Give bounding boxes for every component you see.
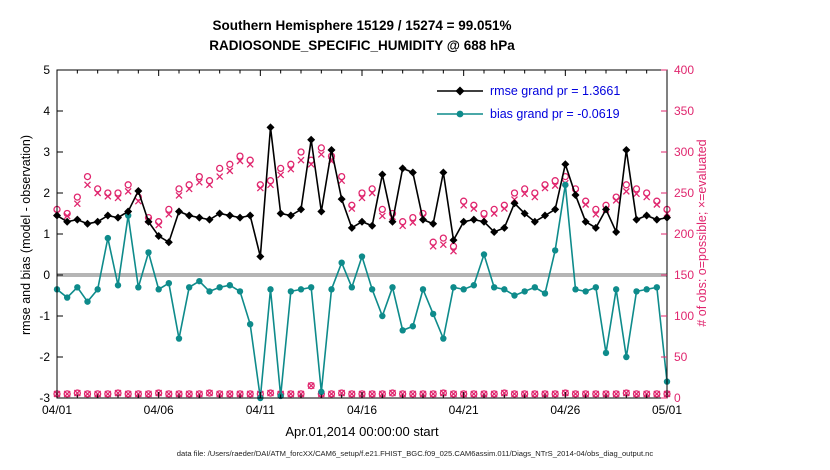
svg-text:2: 2 — [43, 186, 50, 200]
x-axis-label: Apr.01,2014 00:00:00 start — [285, 424, 439, 439]
svg-text:04/26: 04/26 — [550, 403, 580, 417]
svg-text:0: 0 — [674, 391, 681, 405]
svg-text:-3: -3 — [39, 391, 50, 405]
svg-text:350: 350 — [674, 104, 694, 118]
svg-text:-2: -2 — [39, 350, 50, 364]
svg-text:4: 4 — [43, 104, 50, 118]
svg-text:04/21: 04/21 — [449, 403, 479, 417]
legend-label-bias: bias grand pr = -0.0619 — [490, 106, 620, 121]
svg-text:400: 400 — [674, 63, 694, 77]
svg-text:5: 5 — [43, 63, 50, 77]
svg-text:-1: -1 — [39, 309, 50, 323]
chart-title: Southern Hemisphere 15129 / 15274 = 99.0… — [212, 18, 512, 33]
svg-text:50: 50 — [674, 350, 688, 364]
left-axis-label: rmse and bias (model - observation) — [19, 134, 33, 336]
svg-text:05/01: 05/01 — [652, 403, 682, 417]
legend-label-rmse: rmse grand pr = 1.3661 — [490, 83, 621, 98]
chart-subtitle: RADIOSONDE_SPECIFIC_HUMIDITY @ 688 hPa — [209, 38, 515, 53]
svg-text:1: 1 — [43, 227, 50, 241]
legend-sample-bias — [437, 110, 483, 117]
svg-text:100: 100 — [674, 309, 694, 323]
legend-item-bias: bias grand pr = -0.0619 — [437, 102, 620, 125]
svg-text:300: 300 — [674, 145, 694, 159]
legend-item-rmse: rmse grand pr = 1.3661 — [437, 79, 620, 102]
data-file-caption: data file: /Users/raeder/DAI/ATM_forcXX/… — [176, 449, 654, 458]
svg-text:04/06: 04/06 — [144, 403, 174, 417]
svg-text:04/01: 04/01 — [42, 403, 72, 417]
legend-sample-rmse — [437, 86, 483, 95]
legend: rmse grand pr = 1.3661 bias grand pr = -… — [437, 79, 620, 125]
svg-text:3: 3 — [43, 145, 50, 159]
svg-text:04/11: 04/11 — [246, 403, 275, 417]
svg-text:250: 250 — [674, 186, 694, 200]
circle-marker-icon — [456, 110, 464, 117]
svg-text:150: 150 — [674, 268, 694, 282]
right-axis-label: # of obs: o=possible; ×=evaluated — [695, 139, 709, 327]
diamond-marker-icon — [455, 86, 465, 95]
svg-text:200: 200 — [674, 227, 694, 241]
svg-text:0: 0 — [43, 268, 50, 282]
svg-text:04/16: 04/16 — [347, 403, 377, 417]
